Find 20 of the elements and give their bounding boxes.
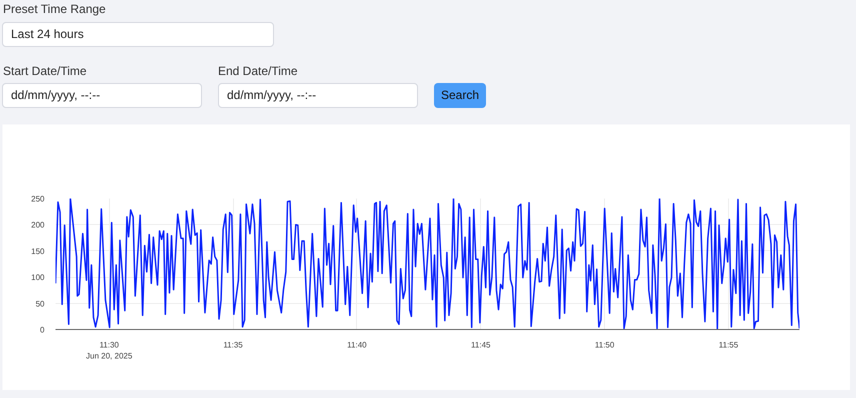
text: Last 24 hours: [2, 22, 274, 47]
y-tick-label: 0: [40, 326, 46, 334]
x-tick-label: 11:45: [471, 340, 492, 350]
y-tick-label: 250: [31, 194, 46, 204]
y-tick-label: 50: [36, 299, 46, 308]
line-series: [56, 198, 800, 330]
text: dd/mm/yyyy, --:--: [2, 83, 202, 108]
y-tick-label: 200: [31, 220, 46, 230]
text: Start Date/Time: [3, 63, 87, 80]
x-tick-label: 11:40: [347, 340, 368, 350]
x-tick-label: 11:50: [594, 340, 615, 350]
text: dd/mm/yyyy, --:--: [218, 83, 418, 108]
text: End Date/Time: [218, 63, 298, 80]
y-tick-label: 100: [31, 273, 46, 282]
text: Preset Time Range: [3, 1, 106, 18]
y-tick-label: 150: [31, 246, 46, 256]
x-tick-label: 11:30 Jun 20, 2025: [86, 340, 133, 360]
text: Search: [434, 83, 486, 108]
x-tick-label: 11:35: [223, 340, 244, 350]
x-tick-label: 11:55: [718, 340, 739, 350]
